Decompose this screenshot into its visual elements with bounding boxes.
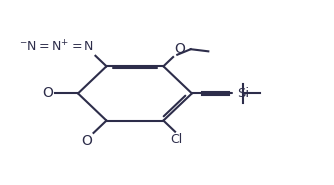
Text: Cl: Cl bbox=[170, 133, 182, 146]
Text: O: O bbox=[42, 86, 53, 100]
Text: O: O bbox=[81, 134, 92, 148]
Text: O: O bbox=[174, 42, 185, 56]
Text: Si: Si bbox=[237, 87, 249, 100]
Text: $^{-}$N$=$N$^{+}$$=$N: $^{-}$N$=$N$^{+}$$=$N bbox=[19, 39, 94, 55]
